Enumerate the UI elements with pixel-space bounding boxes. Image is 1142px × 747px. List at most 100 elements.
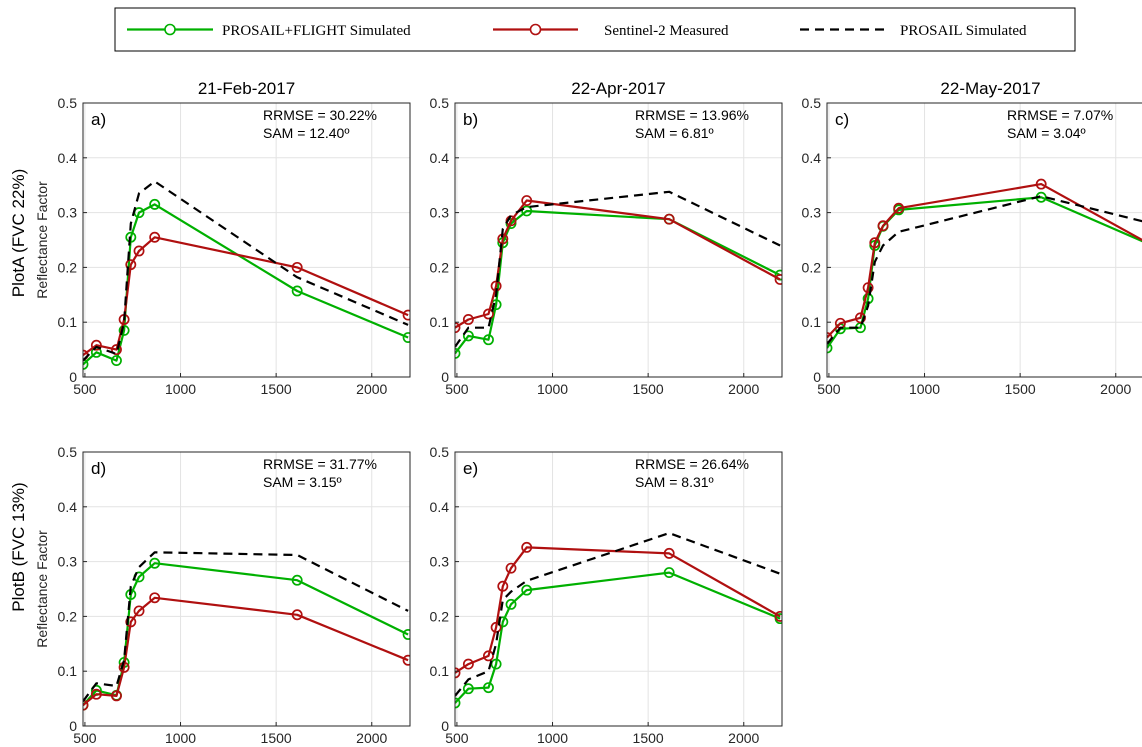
x-tick-label: 1000: [537, 381, 568, 397]
plot-background: [455, 452, 782, 726]
data-point-sentinel: [133, 245, 145, 257]
y-tick-label: 0.5: [802, 95, 822, 111]
series-line-flight: [455, 571, 781, 704]
y-tick-label: 0.2: [430, 608, 450, 624]
data-point-flight: [774, 269, 782, 281]
sam-annotation: SAM = 3.15º: [263, 474, 342, 490]
y-tick-label: 0.4: [58, 150, 78, 166]
y-axis-label: Reflectance Factor: [34, 181, 50, 299]
data-point-sentinel: [869, 237, 881, 249]
legend-marker-sentinel: [529, 23, 542, 36]
y-tick-label: 0.3: [430, 554, 450, 570]
data-point-sentinel: [149, 592, 161, 604]
plot-frame: [454, 102, 783, 378]
chart-title: 22-May-2017: [940, 79, 1040, 98]
x-tick-label: 500: [73, 381, 97, 397]
data-point-flight: [149, 557, 161, 569]
y-tick-label: 0.4: [58, 499, 78, 515]
series-line-prosail: [83, 180, 409, 362]
panel-label: d): [91, 459, 106, 478]
y-axis-label: Reflectance Factor: [34, 530, 50, 648]
y-tick-label: 0.3: [58, 205, 78, 221]
x-tick-label: 2000: [356, 381, 387, 397]
y-tick-label: 0.4: [430, 150, 450, 166]
data-point-sentinel: [111, 690, 122, 702]
data-point-sentinel: [125, 616, 137, 628]
x-tick-label: 1000: [165, 381, 196, 397]
y-tick-label: 0.5: [430, 444, 450, 460]
row-label-plota: PlotA (FVC 22%): [9, 169, 28, 298]
series-line-sentinel: [455, 199, 781, 329]
data-point-sentinel: [455, 322, 461, 334]
data-point-sentinel: [462, 658, 474, 670]
series-line-prosail: [827, 195, 1142, 345]
data-point-flight: [402, 332, 410, 343]
x-tick-label: 1000: [537, 730, 568, 746]
sam-annotation: SAM = 8.31º: [635, 474, 714, 490]
data-point-sentinel: [774, 274, 782, 285]
data-point-flight: [521, 205, 533, 217]
plot-data: [455, 531, 782, 709]
x-tick-label: 1500: [261, 730, 292, 746]
data-point-sentinel: [505, 562, 517, 574]
series-line-sentinel: [827, 183, 1142, 339]
data-point-sentinel: [90, 688, 102, 700]
data-point-flight: [663, 567, 675, 579]
y-tick-label: 0.4: [430, 499, 450, 515]
data-point-flight: [291, 285, 303, 297]
y-tick-label: 0.1: [58, 314, 78, 330]
data-point-sentinel: [291, 609, 303, 621]
data-point-sentinel: [483, 308, 494, 320]
data-point-flight: [497, 616, 509, 628]
x-tick-label: 500: [73, 730, 97, 746]
y-tick-label: 0: [813, 369, 821, 385]
data-point-sentinel: [483, 650, 494, 662]
plot-background: [827, 103, 1142, 377]
data-point-sentinel: [90, 339, 102, 351]
y-tick-label: 0: [69, 369, 77, 385]
data-point-sentinel: [111, 344, 122, 356]
data-point-sentinel: [877, 220, 889, 232]
chart-panel-1: 500 1000 1500 2000 0 0.1 0.2 0.3 0.4 0.5 22-Apr-20…: [430, 79, 783, 397]
y-tick-label: 0.4: [802, 150, 822, 166]
chart-panel-3: 500 1000 1500 2000 0 0.1 0.2 0.3 0.4 0.5 d) RRMSE =…: [34, 444, 411, 746]
data-point-sentinel: [663, 547, 675, 559]
panel-label: e): [463, 459, 478, 478]
y-tick-label: 0.3: [802, 205, 822, 221]
y-tick-label: 0.3: [430, 205, 450, 221]
row-label-plotb: PlotB (FVC 13%): [9, 482, 28, 611]
series-line-sentinel: [83, 596, 409, 707]
y-tick-label: 0: [441, 369, 449, 385]
data-point-sentinel: [149, 231, 161, 243]
legend-box: [114, 7, 1076, 52]
data-point-flight: [483, 334, 494, 346]
y-tick-label: 0.2: [58, 608, 78, 624]
y-tick-label: 0.2: [802, 259, 822, 275]
data-point-flight: [455, 697, 461, 709]
data-point-sentinel: [490, 621, 502, 633]
x-tick-label: 500: [817, 381, 841, 397]
rrmse-annotation: RRMSE = 31.77%: [263, 456, 377, 472]
plot-data: [455, 190, 782, 359]
x-tick-label: 1500: [261, 381, 292, 397]
y-tick-label: 0.2: [58, 259, 78, 275]
data-point-flight: [483, 682, 494, 694]
series-line-prosail: [455, 190, 781, 348]
x-tick-label: 1500: [633, 381, 664, 397]
data-point-flight: [125, 231, 137, 243]
chart-panel-2: 500 1000 1500 2000 0 0.1 0.2 0.3 0.4 0.5 22-May-20…: [802, 79, 1142, 397]
plot-background: [83, 103, 410, 377]
plot-frame: [82, 102, 411, 378]
panel-label: a): [91, 110, 106, 129]
sam-annotation: SAM = 6.81º: [635, 125, 714, 141]
data-point-flight: [149, 198, 161, 210]
y-tick-label: 0.1: [58, 663, 78, 679]
rrmse-annotation: RRMSE = 13.96%: [635, 107, 749, 123]
x-tick-label: 1500: [1005, 381, 1036, 397]
data-point-sentinel: [862, 282, 874, 294]
data-point-sentinel: [402, 654, 410, 666]
data-point-sentinel: [291, 261, 303, 273]
data-point-flight: [455, 347, 461, 359]
x-tick-label: 500: [445, 381, 469, 397]
chart-title: 22-Apr-2017: [571, 79, 666, 98]
